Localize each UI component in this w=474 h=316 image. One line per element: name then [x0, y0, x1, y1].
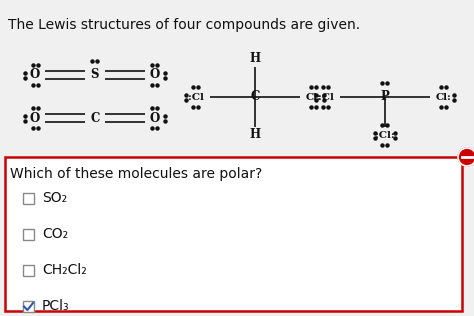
Text: C: C	[250, 90, 260, 104]
Text: :Cl: :Cl	[188, 93, 204, 101]
Text: :Cl: :Cl	[318, 93, 334, 101]
Text: CH₂Cl₂: CH₂Cl₂	[42, 264, 87, 277]
Text: The Lewis structures of four compounds are given.: The Lewis structures of four compounds a…	[8, 18, 360, 32]
Text: P: P	[381, 90, 389, 104]
Text: O: O	[30, 112, 40, 125]
Circle shape	[458, 148, 474, 166]
Text: H: H	[249, 52, 261, 65]
Text: C: C	[91, 112, 100, 125]
Text: O: O	[150, 112, 160, 125]
Text: SO₂: SO₂	[42, 191, 67, 205]
Text: Cl:: Cl:	[436, 93, 452, 101]
Bar	[23, 265, 34, 276]
Text: O: O	[30, 69, 40, 82]
Bar	[23, 229, 34, 240]
Text: PCl₃: PCl₃	[42, 300, 70, 313]
Bar	[5, 157, 462, 311]
Bar	[23, 193, 34, 204]
Text: O: O	[150, 69, 160, 82]
Text: :Cl:: :Cl:	[375, 131, 395, 139]
Text: Which of these molecules are polar?: Which of these molecules are polar?	[10, 167, 262, 181]
Text: S: S	[91, 69, 99, 82]
Bar	[23, 301, 34, 312]
Text: H: H	[249, 129, 261, 142]
Text: CO₂: CO₂	[42, 228, 68, 241]
Text: Cl:: Cl:	[306, 93, 322, 101]
